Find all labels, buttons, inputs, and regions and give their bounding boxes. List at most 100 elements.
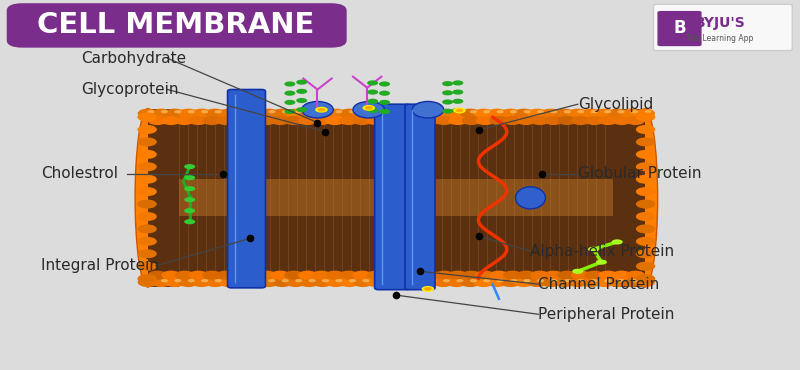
Circle shape	[636, 137, 655, 147]
Circle shape	[497, 279, 504, 282]
Circle shape	[178, 278, 198, 287]
Circle shape	[284, 116, 304, 125]
Text: Cholestrol: Cholestrol	[42, 166, 118, 181]
Circle shape	[510, 279, 517, 282]
Circle shape	[286, 278, 306, 287]
Circle shape	[365, 106, 373, 110]
Circle shape	[636, 249, 655, 258]
Circle shape	[636, 237, 655, 246]
Circle shape	[462, 116, 482, 125]
Circle shape	[475, 116, 495, 125]
Circle shape	[202, 270, 222, 280]
Circle shape	[448, 270, 467, 280]
Circle shape	[420, 109, 440, 118]
Circle shape	[489, 270, 509, 280]
Circle shape	[442, 90, 453, 95]
Circle shape	[554, 109, 574, 118]
Circle shape	[394, 116, 413, 125]
Circle shape	[270, 116, 290, 125]
Circle shape	[581, 278, 602, 287]
Circle shape	[487, 278, 507, 287]
Circle shape	[379, 109, 390, 114]
Circle shape	[138, 237, 157, 246]
Circle shape	[567, 109, 588, 118]
Circle shape	[202, 116, 222, 125]
Circle shape	[138, 150, 157, 159]
Circle shape	[138, 175, 157, 184]
Circle shape	[379, 278, 400, 287]
Circle shape	[612, 116, 631, 125]
Circle shape	[523, 279, 530, 282]
Polygon shape	[148, 109, 179, 287]
Circle shape	[483, 279, 490, 282]
Circle shape	[636, 274, 655, 283]
FancyBboxPatch shape	[6, 3, 346, 48]
Circle shape	[188, 110, 195, 113]
Circle shape	[205, 109, 226, 118]
Circle shape	[594, 109, 614, 118]
Circle shape	[296, 89, 307, 94]
Circle shape	[541, 278, 561, 287]
Circle shape	[462, 270, 482, 280]
Circle shape	[318, 108, 326, 112]
Circle shape	[407, 116, 426, 125]
Circle shape	[460, 109, 481, 118]
Circle shape	[571, 270, 590, 280]
Circle shape	[148, 116, 167, 125]
Circle shape	[452, 99, 463, 104]
Circle shape	[612, 239, 622, 245]
Circle shape	[634, 109, 655, 118]
Circle shape	[523, 110, 530, 113]
Ellipse shape	[302, 101, 334, 118]
Circle shape	[295, 279, 302, 282]
Circle shape	[138, 187, 157, 196]
Circle shape	[402, 279, 410, 282]
Circle shape	[621, 109, 642, 118]
Circle shape	[284, 91, 295, 96]
Circle shape	[644, 279, 651, 282]
Circle shape	[165, 278, 185, 287]
Circle shape	[311, 270, 331, 280]
Circle shape	[379, 100, 390, 105]
Circle shape	[443, 110, 450, 113]
Circle shape	[214, 279, 222, 282]
Circle shape	[339, 270, 358, 280]
Circle shape	[537, 279, 544, 282]
Circle shape	[558, 116, 577, 125]
Circle shape	[500, 278, 521, 287]
Circle shape	[487, 109, 507, 118]
Circle shape	[604, 110, 611, 113]
Circle shape	[564, 279, 571, 282]
Circle shape	[138, 125, 157, 134]
Circle shape	[326, 278, 346, 287]
Circle shape	[550, 279, 558, 282]
Circle shape	[636, 199, 655, 209]
Circle shape	[178, 109, 198, 118]
Text: The Learning App: The Learning App	[686, 34, 754, 43]
Circle shape	[443, 279, 450, 282]
Circle shape	[353, 116, 372, 125]
Circle shape	[636, 162, 655, 171]
Circle shape	[460, 278, 481, 287]
Circle shape	[255, 110, 262, 113]
Circle shape	[349, 279, 356, 282]
Circle shape	[322, 279, 329, 282]
Circle shape	[530, 270, 550, 280]
Text: B: B	[673, 19, 686, 37]
Circle shape	[295, 110, 302, 113]
Circle shape	[339, 116, 358, 125]
Circle shape	[175, 116, 194, 125]
FancyBboxPatch shape	[374, 104, 410, 290]
Circle shape	[284, 81, 295, 87]
Circle shape	[500, 109, 521, 118]
Circle shape	[474, 278, 494, 287]
Ellipse shape	[353, 101, 385, 118]
Circle shape	[452, 80, 463, 85]
Circle shape	[380, 116, 399, 125]
Circle shape	[433, 278, 454, 287]
Circle shape	[636, 187, 655, 196]
Circle shape	[258, 109, 279, 118]
Circle shape	[243, 270, 262, 280]
Ellipse shape	[515, 187, 546, 209]
Circle shape	[422, 286, 434, 292]
